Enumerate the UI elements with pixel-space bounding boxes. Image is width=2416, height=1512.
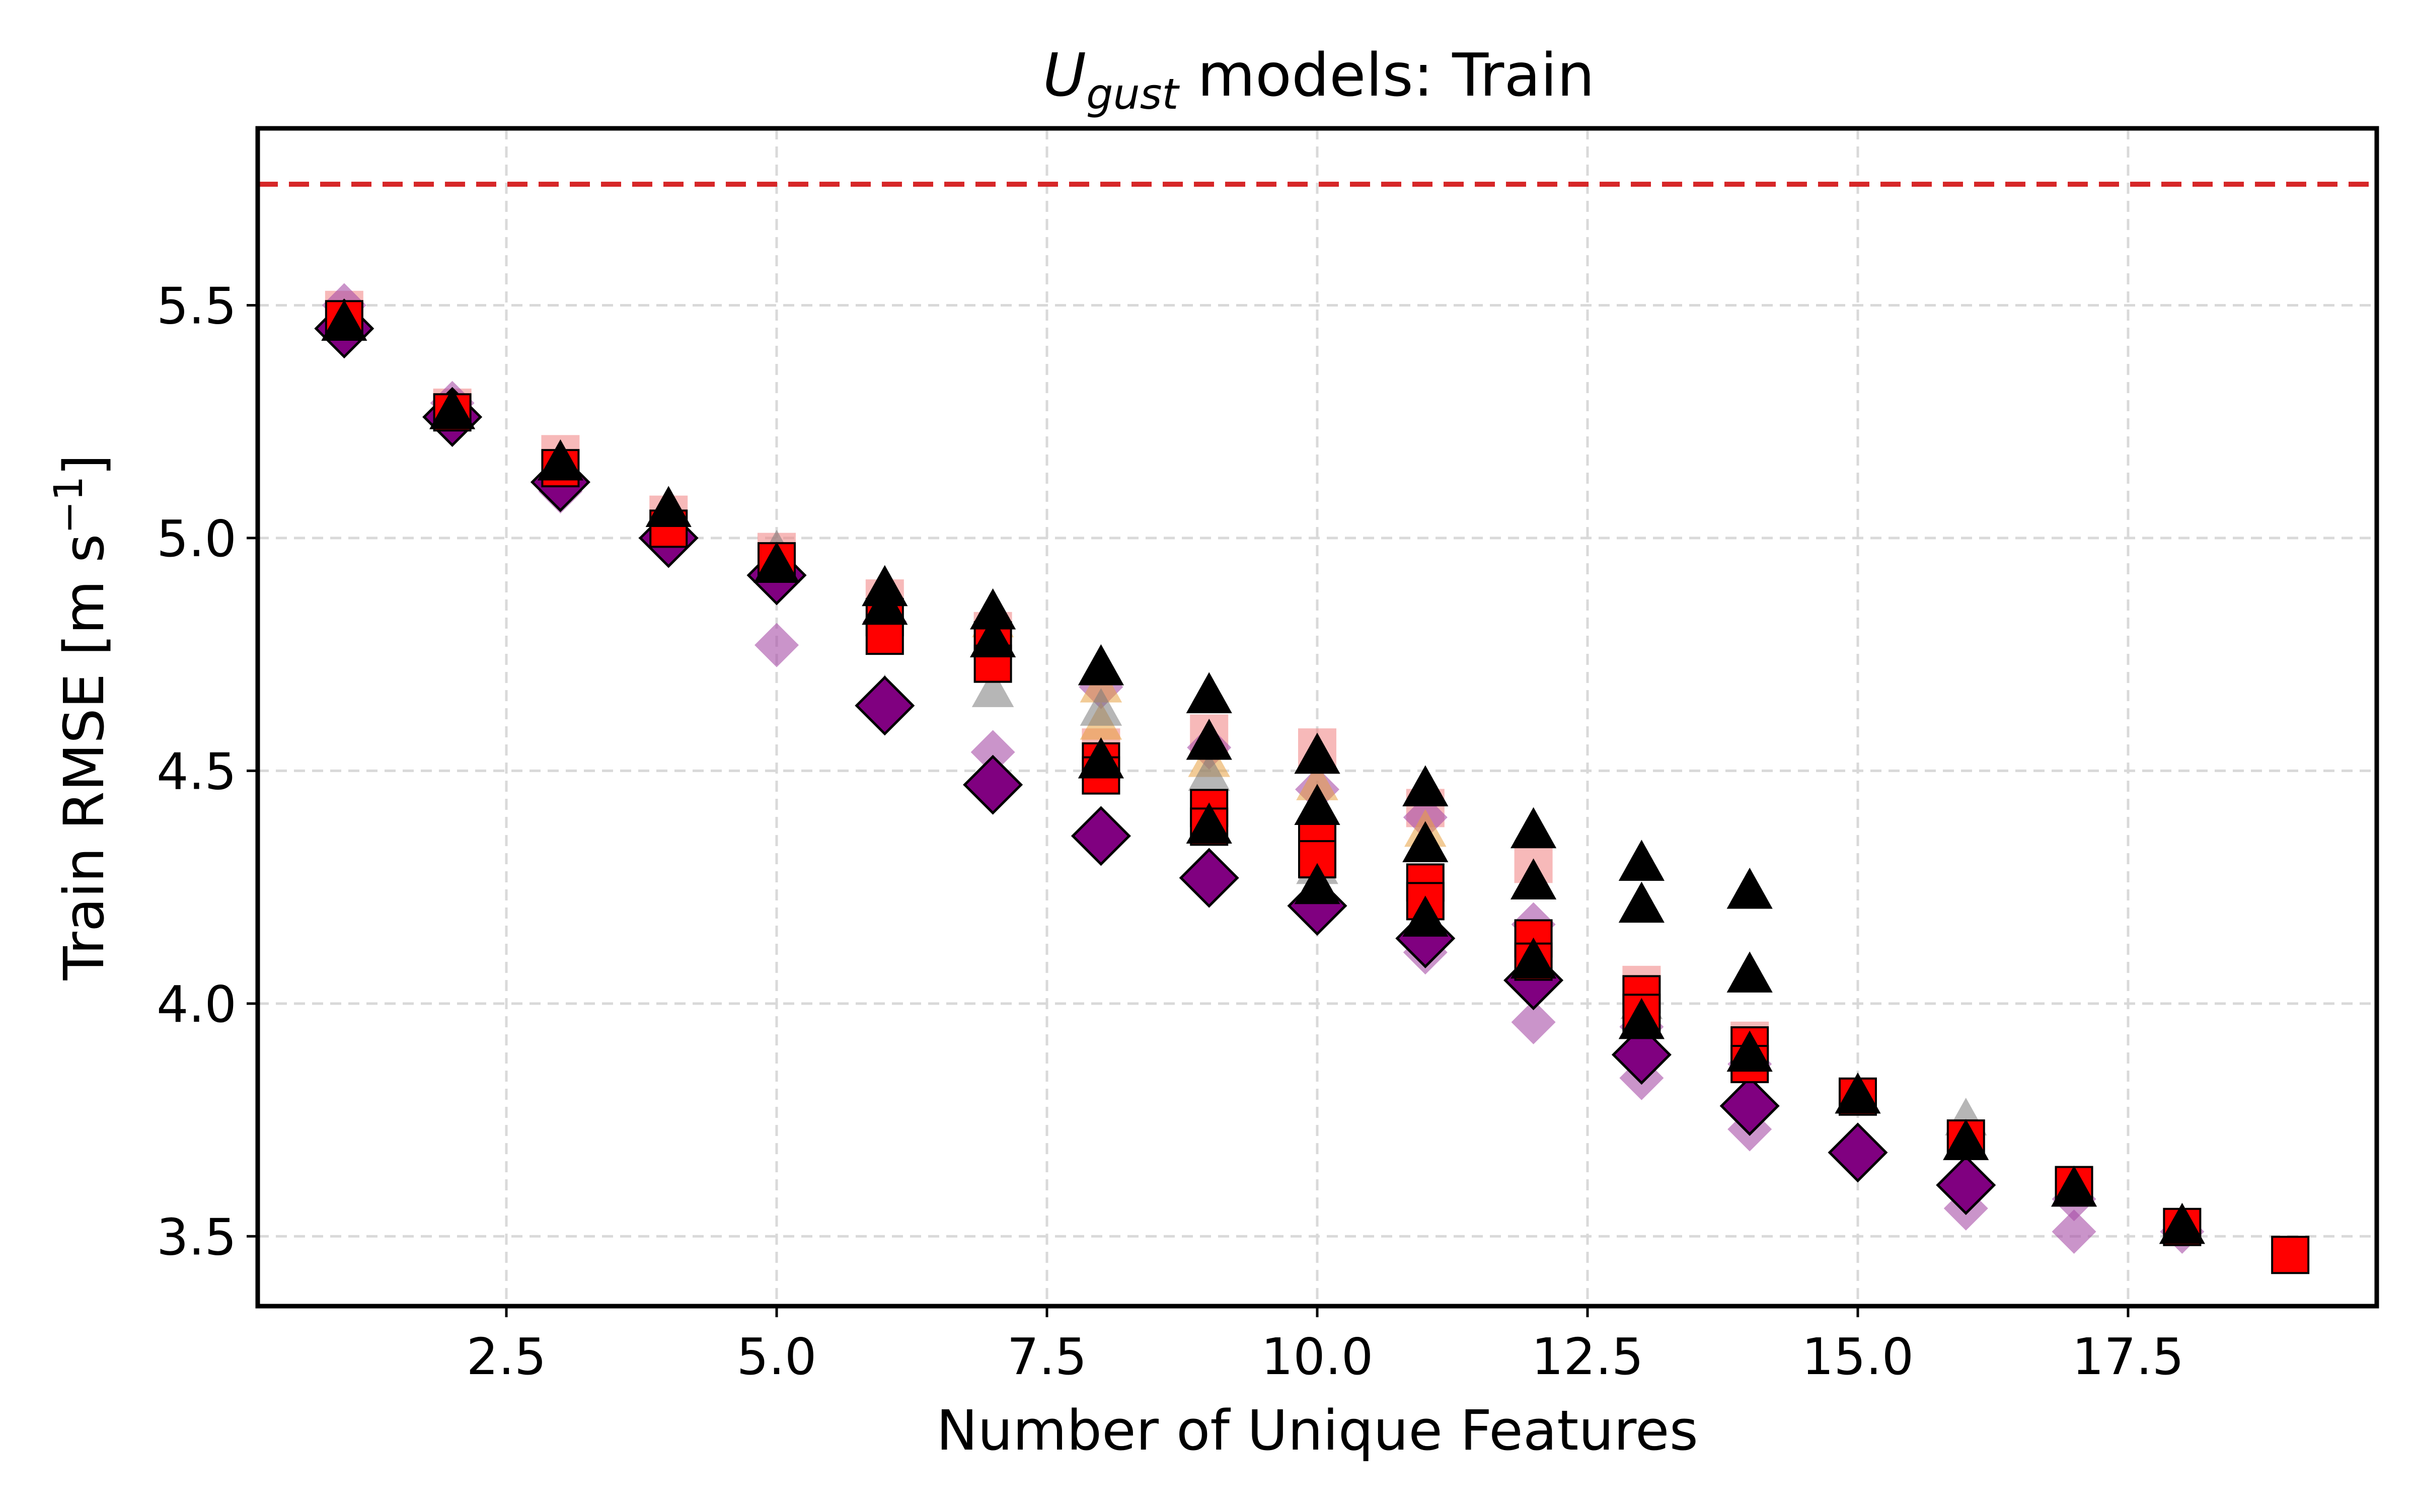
x-tick-label: 7.5	[1007, 1327, 1087, 1386]
triangle-marker	[429, 388, 476, 429]
y-axis-label: Train RMSE [m s−1]	[46, 455, 116, 981]
x-tick-label: 2.5	[467, 1327, 547, 1386]
y-tick-label: 3.5	[157, 1207, 237, 1266]
triangle-marker	[321, 299, 367, 341]
y-tick-layer: 3.5 4.0 4.5 5.0 5.5	[157, 276, 258, 1266]
diamond-light-marker	[2052, 1209, 2096, 1254]
diamond-marker	[1071, 806, 1131, 866]
diamond-marker	[1719, 1076, 1780, 1136]
triangle-marker	[1402, 821, 1449, 862]
marks-layer	[314, 283, 2310, 1274]
triangle-gray-marker	[971, 669, 1014, 707]
y-tick-label: 5.5	[157, 276, 237, 335]
y-axis-label-main: Train RMSE [m s	[52, 534, 116, 981]
diamond-marker	[1287, 876, 1347, 936]
diamond-marker	[1179, 848, 1239, 908]
square-marker	[1298, 840, 1336, 879]
triangle-marker	[1726, 867, 1773, 909]
triangle-marker	[970, 588, 1016, 630]
title-rest: models: Train	[1178, 40, 1595, 110]
triangle-marker	[645, 486, 692, 527]
y-axis-label-superscript: −1	[46, 476, 92, 534]
triangle-marker	[1943, 1119, 1989, 1160]
triangle-orange-marker	[1296, 763, 1338, 800]
y-tick-label: 5.0	[157, 509, 237, 568]
diamond-marker	[1611, 1025, 1672, 1085]
title-subscript: gust	[1086, 69, 1180, 119]
triangle-marker	[1186, 718, 1232, 760]
triangle-marker	[1618, 840, 1665, 881]
y-axis-label-end: ]	[52, 455, 116, 476]
x-axis-label: Number of Unique Features	[936, 1398, 1698, 1463]
triangle-marker	[537, 439, 584, 481]
triangle-marker	[970, 616, 1016, 657]
triangle-marker	[753, 542, 800, 583]
triangle-marker	[1510, 807, 1557, 849]
x-tick-label: 5.0	[736, 1327, 816, 1386]
diamond-light-marker	[754, 623, 799, 667]
diamond-marker	[963, 754, 1023, 815]
chart-title: Ugust models: Train	[1043, 40, 1595, 119]
triangle-marker	[2159, 1202, 2205, 1244]
diamond-marker	[1828, 1122, 1888, 1183]
triangle-gray-marker	[1080, 688, 1122, 726]
triangle-marker	[1510, 937, 1557, 979]
y-tick-label: 4.5	[157, 742, 237, 801]
triangle-marker	[1078, 737, 1124, 779]
triangle-marker	[1078, 644, 1124, 686]
triangle-marker	[1835, 1072, 1881, 1114]
triangle-marker	[1186, 672, 1232, 713]
diamond-marker	[1936, 1155, 1996, 1216]
triangle-marker	[1294, 863, 1340, 904]
x-tick-label: 12.5	[1532, 1327, 1644, 1386]
triangle-marker	[1402, 895, 1449, 937]
x-tick-layer: 2.5 5.0 7.5 10.0 12.5 15.0 17.5	[467, 1306, 2184, 1386]
triangle-marker	[1726, 951, 1773, 993]
triangle-marker	[2051, 1165, 2097, 1207]
triangle-marker	[862, 583, 908, 625]
diamond-marker	[855, 675, 915, 736]
triangle-marker	[1726, 1030, 1773, 1072]
triangle-marker	[1294, 732, 1340, 774]
triangle-marker	[1186, 802, 1232, 844]
triangle-marker	[1402, 765, 1449, 806]
y-tick-label: 4.0	[157, 975, 237, 1034]
x-tick-label: 17.5	[2072, 1327, 2184, 1386]
grid-layer	[258, 128, 2377, 1306]
title-main: U	[1043, 40, 1086, 110]
triangle-marker	[1618, 998, 1665, 1039]
diamond-light-marker	[970, 730, 1015, 775]
x-tick-label: 15.0	[1802, 1327, 1914, 1386]
diamond-light-marker	[1511, 1000, 1556, 1044]
triangle-gray-marker	[1188, 753, 1231, 791]
square-marker	[2271, 1236, 2310, 1274]
triangle-marker	[1618, 881, 1665, 923]
triangle-marker	[1294, 784, 1340, 825]
triangle-marker	[1510, 858, 1557, 899]
x-tick-label: 10.0	[1261, 1327, 1374, 1386]
